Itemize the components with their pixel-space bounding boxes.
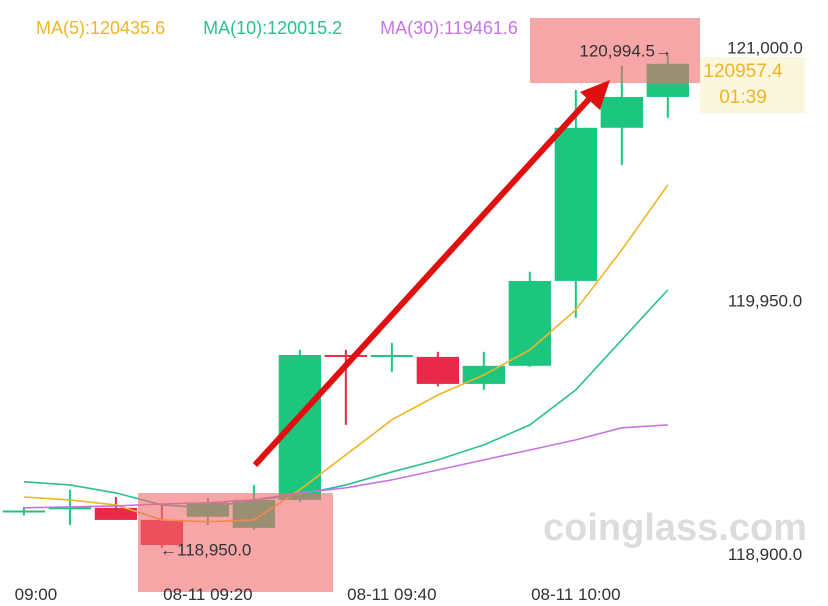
candle-body xyxy=(416,356,460,384)
trend-arrow xyxy=(252,95,593,468)
highlight-box xyxy=(138,493,333,592)
x-tick-label: 08-11 09:40 xyxy=(347,585,436,604)
candle-body xyxy=(2,510,46,513)
watermark: coinglass.com xyxy=(543,507,807,549)
candle-body xyxy=(508,280,551,366)
x-tick-label: 08-11 10:00 xyxy=(531,585,620,604)
ma-line xyxy=(23,289,669,509)
plot xyxy=(2,54,689,548)
x-tick-label: 09:00 xyxy=(15,585,58,604)
countdown: 01:39 xyxy=(719,87,767,108)
candle-body xyxy=(48,506,92,510)
candle-body xyxy=(370,354,414,357)
legend-entry: MA(10):120015.2 xyxy=(203,18,342,38)
arrow-head xyxy=(580,80,610,110)
ma-line xyxy=(23,184,669,523)
x-tick-label: 08-11 09:20 xyxy=(163,585,252,604)
y-tick-label: 118,900.0 xyxy=(728,545,802,564)
y-tick-label: 121,000.0 xyxy=(727,39,803,58)
high-annotation: 120,994.5→ xyxy=(579,41,672,60)
candle-body xyxy=(94,507,138,520)
legend-entry: MA(5):120435.6 xyxy=(36,18,165,38)
legend: MA(5):120435.6 MA(10):120015.2 MA(30):1194… xyxy=(36,18,518,38)
low-annotation: ←118,950.0 xyxy=(160,540,251,559)
y-tick-label: 119,950.0 xyxy=(728,292,802,311)
candle-body xyxy=(554,127,597,281)
price-tag xyxy=(700,57,805,113)
ma-line xyxy=(23,424,668,509)
highlight-box xyxy=(530,18,700,83)
candle-body xyxy=(324,354,368,357)
candle-body xyxy=(600,96,643,128)
legend-entry: MA(30):119461.6 xyxy=(380,18,518,38)
last-price: 120957.4 xyxy=(703,61,783,82)
